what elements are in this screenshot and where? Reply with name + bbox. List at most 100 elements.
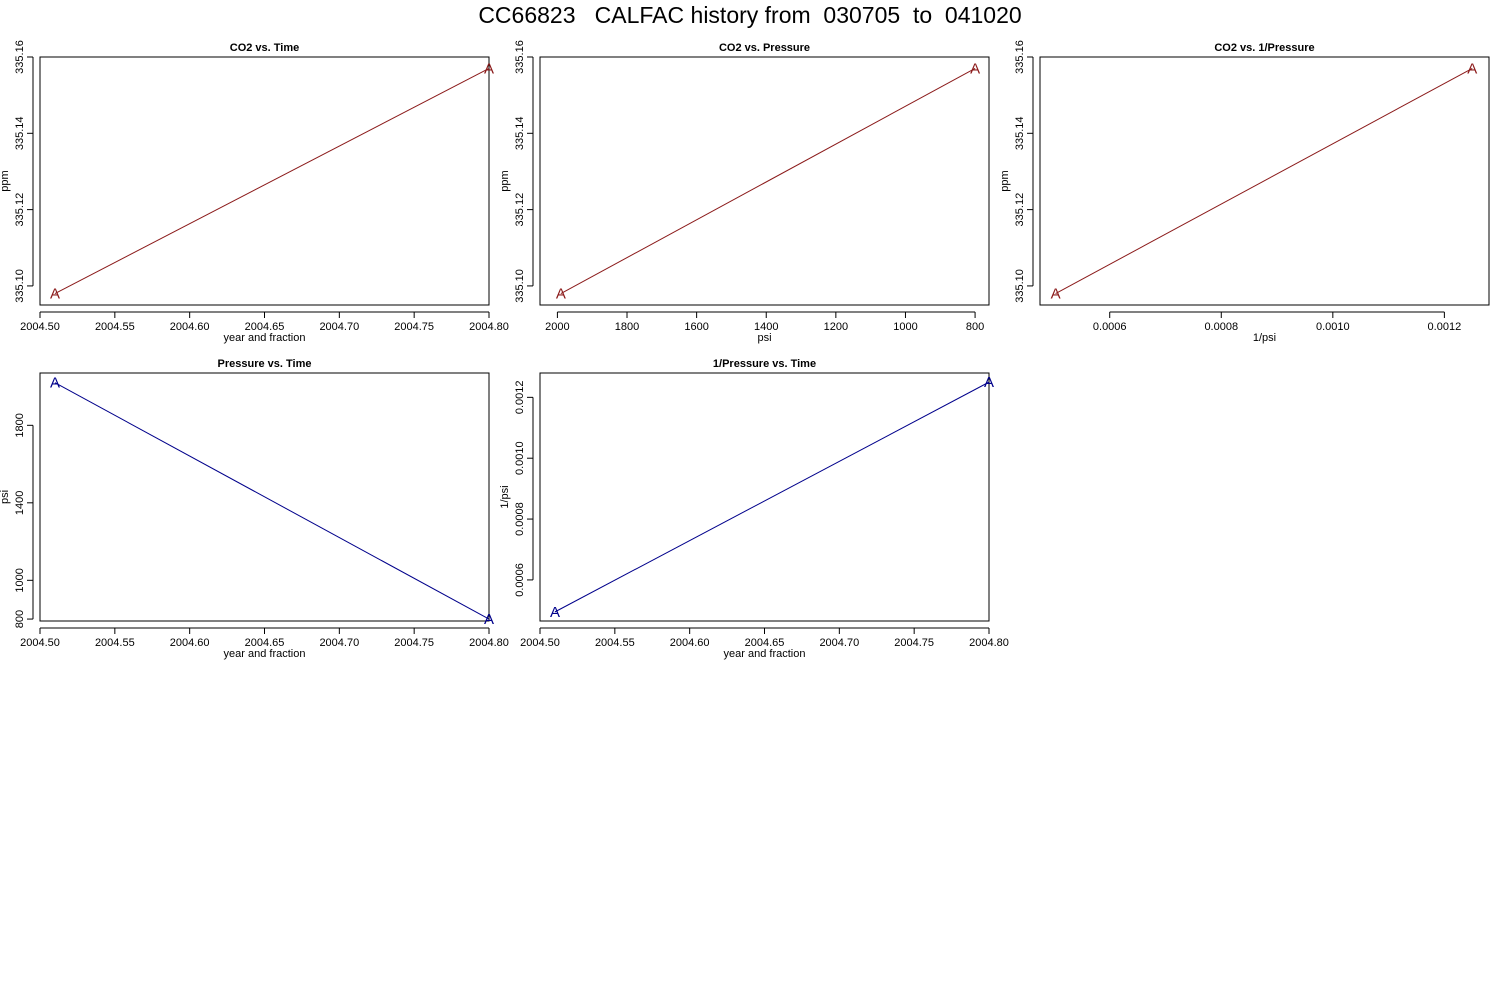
x-tick-label: 1000	[893, 321, 917, 333]
y-tick-label: 335.14	[14, 116, 26, 150]
series-line	[554, 381, 990, 613]
x-axis: 0.0006 0.0008 0.0010 0.0012	[1093, 311, 1462, 333]
y-axis: 800 1000 1400 1800	[14, 413, 34, 628]
y-axis-label: ppm	[999, 170, 1011, 191]
plot-co2-vs-pressure: CO2 vs. Pressure 2000 1800 1600 1400 1200 1000…	[499, 40, 990, 344]
x-axis-label: year and fraction	[224, 648, 306, 660]
series-line	[54, 382, 490, 620]
x-tick-label: 0.0008	[1204, 321, 1238, 333]
y-axis-label: ppm	[0, 170, 11, 191]
y-axis: 335.10 335.12 335.14 335.16	[14, 40, 34, 303]
y-axis: 335.10 335.12 335.14 335.16	[1014, 40, 1034, 303]
plot-frame	[539, 56, 990, 306]
plot-title: Pressure vs. Time	[218, 358, 312, 370]
plot-title: CO2 vs. Pressure	[719, 42, 810, 54]
y-axis: 335.10 335.12 335.14 335.16	[514, 40, 534, 303]
y-tick-label: 335.10	[14, 269, 26, 303]
x-tick-label: 0.0006	[1093, 321, 1127, 333]
y-tick-label: 335.10	[514, 269, 526, 303]
y-tick-label: 0.0010	[514, 441, 526, 475]
x-tick-label: 2004.60	[670, 637, 710, 649]
y-axis-label: ppm	[499, 170, 511, 191]
x-axis: 2004.50 2004.55 2004.60 2004.65 2004.70 2004.…	[20, 311, 509, 333]
plot-frame	[539, 372, 990, 622]
data-point-marker: A	[550, 604, 560, 621]
x-tick-label: 2004.75	[894, 637, 934, 649]
x-tick-label: 2004.70	[819, 637, 859, 649]
plot-frame	[1039, 56, 1490, 306]
plot-title: 1/Pressure vs. Time	[713, 358, 816, 370]
x-tick-label: 1400	[754, 321, 778, 333]
y-tick-label: 1800	[14, 413, 26, 437]
x-tick-label: 2004.55	[595, 637, 635, 649]
y-tick-label: 335.12	[14, 193, 26, 227]
x-tick-label: 2000	[545, 321, 569, 333]
y-tick-label: 0.0012	[514, 381, 526, 415]
x-axis-label: psi	[757, 332, 771, 344]
x-tick-label: 1200	[824, 321, 848, 333]
y-tick-label: 335.16	[14, 40, 26, 74]
series-line	[560, 68, 976, 294]
plot-frame	[39, 56, 490, 306]
x-tick-label: 2004.65	[245, 321, 285, 333]
y-tick-label: 335.14	[1014, 116, 1026, 150]
plot-1-pressure-vs-time: 1/Pressure vs. Time 2004.50 2004.55 2004.60…	[499, 358, 1009, 660]
x-tick-label: 2004.80	[469, 321, 509, 333]
x-tick-label: 2004.75	[394, 637, 434, 649]
x-axis-label: year and fraction	[724, 648, 806, 660]
data-point-marker: A	[484, 60, 494, 77]
data-point-marker: A	[556, 286, 566, 303]
plot-title: CO2 vs. 1/Pressure	[1214, 42, 1314, 54]
y-tick-label: 1400	[14, 491, 26, 515]
x-axis: 2004.50 2004.55 2004.60 2004.65 2004.70 2004.…	[20, 627, 509, 649]
x-tick-label: 0.0012	[1428, 321, 1462, 333]
x-tick-label: 2004.50	[20, 637, 60, 649]
x-tick-label: 2004.50	[520, 637, 560, 649]
plot-frame	[39, 372, 490, 622]
x-tick-label: 2004.80	[969, 637, 1009, 649]
plot-co2-vs-time: CO2 vs. Time 2004.50 2004.55 2004.60 2004.65…	[0, 40, 509, 344]
y-tick-label: 335.12	[1014, 193, 1026, 227]
y-tick-label: 1000	[14, 568, 26, 592]
x-tick-label: 2004.65	[245, 637, 285, 649]
x-tick-label: 2004.60	[170, 321, 210, 333]
data-point-marker: A	[50, 375, 60, 392]
y-tick-label: 335.10	[1014, 269, 1026, 303]
x-tick-label: 2004.55	[95, 637, 135, 649]
x-axis: 2004.50 2004.55 2004.60 2004.65 2004.70 2004.…	[520, 627, 1009, 649]
x-axis-label: year and fraction	[224, 332, 306, 344]
x-tick-label: 0.0010	[1316, 321, 1350, 333]
plot-title: CO2 vs. Time	[230, 42, 300, 54]
page-title: CC66823 CALFAC history from 030705 to 04…	[478, 2, 1022, 28]
data-point-marker: A	[1051, 286, 1061, 303]
x-tick-label: 2004.65	[745, 637, 785, 649]
x-tick-label: 2004.80	[469, 637, 509, 649]
x-axis-label: 1/psi	[1253, 332, 1276, 344]
x-tick-label: 2004.50	[20, 321, 60, 333]
x-tick-label: 1600	[684, 321, 708, 333]
y-tick-label: 335.12	[514, 193, 526, 227]
x-tick-label: 800	[966, 321, 984, 333]
data-point-marker: A	[50, 286, 60, 303]
series-line	[1055, 68, 1473, 294]
x-tick-label: 1800	[615, 321, 639, 333]
x-tick-label: 2004.70	[319, 321, 359, 333]
data-point-marker: A	[970, 60, 980, 77]
data-point-marker: A	[984, 374, 994, 391]
x-tick-label: 2004.55	[95, 321, 135, 333]
data-point-marker: A	[484, 611, 494, 628]
x-tick-label: 2004.70	[319, 637, 359, 649]
y-axis: 0.0006 0.0008 0.0010 0.0012	[514, 381, 534, 597]
series-line	[54, 68, 490, 294]
x-tick-label: 2004.75	[394, 321, 434, 333]
x-axis: 2000 1800 1600 1400 1200 1000 800	[545, 311, 984, 333]
y-tick-label: 335.14	[514, 116, 526, 150]
y-tick-label: 335.16	[514, 40, 526, 74]
y-axis-label: 1/psi	[499, 485, 511, 508]
y-axis-label: psi	[0, 490, 11, 504]
data-point-marker: A	[1467, 60, 1477, 77]
y-tick-label: 800	[14, 610, 26, 628]
